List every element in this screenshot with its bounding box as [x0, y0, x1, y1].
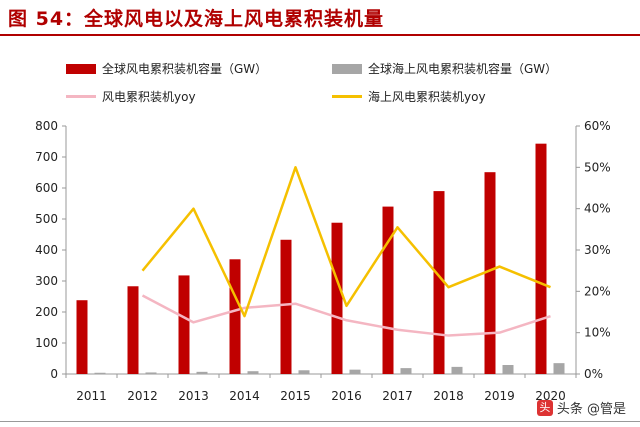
- bar-offshore-2013: [196, 371, 208, 374]
- x-tick-label: 2011: [76, 389, 107, 403]
- bar-total-2020: [535, 143, 547, 374]
- y-tick-label-left: 300: [35, 274, 58, 288]
- bar-offshore-2016: [349, 369, 361, 374]
- x-tick-label: 2019: [484, 389, 515, 403]
- legend-label-offshore-bar: 全球海上风电累积装机容量（GW）: [368, 62, 558, 76]
- watermark-badge: 头: [536, 399, 553, 416]
- y-tick-label-left: 500: [35, 212, 58, 226]
- y-tick-label-left: 0: [50, 367, 58, 381]
- y-tick-label-left: 700: [35, 150, 58, 164]
- watermark-text: 头条 @管是: [556, 402, 626, 417]
- legend-swatch-total-bar: [66, 63, 96, 74]
- y-tick-label-right: 30%: [584, 243, 611, 257]
- bar-total-2015: [280, 239, 292, 374]
- bar-total-2019: [484, 172, 496, 374]
- legend-label-total-bar: 全球风电累积装机容量（GW）: [102, 62, 268, 76]
- legend-item-offshore-yoy: 海上风电累积装机yoy: [332, 88, 486, 105]
- bar-total-2018: [433, 191, 445, 374]
- x-tick-label: 2018: [433, 389, 464, 403]
- bar-offshore-2014: [247, 371, 259, 374]
- y-tick-label-right: 50%: [584, 160, 611, 174]
- bar-offshore-2018: [451, 366, 463, 374]
- legend-swatch-offshore-yoy: [332, 95, 362, 98]
- x-tick-label: 2016: [331, 389, 362, 403]
- x-tick-label: 2014: [229, 389, 260, 403]
- bar-total-2017: [382, 206, 394, 374]
- y-tick-label-left: 600: [35, 181, 58, 195]
- y-tick-label-left: 100: [35, 336, 58, 350]
- x-tick-label: 2015: [280, 389, 311, 403]
- y-tick-label-right: 60%: [584, 119, 611, 133]
- figure-title-bar: 图 54：全球风电以及海上风电累积装机量: [0, 0, 640, 34]
- line-offshore-yoy: [141, 166, 551, 318]
- y-tick-label-left: 800: [35, 119, 58, 133]
- bar-offshore-2019: [502, 365, 514, 374]
- y-tick-label-left: 200: [35, 305, 58, 319]
- y-tick-label-right: 0%: [584, 367, 603, 381]
- footer-rule: [0, 421, 640, 422]
- legend-item-total-yoy: 风电累积装机yoy: [66, 88, 196, 105]
- y-tick-label-right: 40%: [584, 202, 611, 216]
- legend-item-offshore-bar: 全球海上风电累积装机容量（GW）: [332, 60, 557, 77]
- y-tick-label-right: 20%: [584, 284, 611, 298]
- y-tick-label-left: 400: [35, 243, 58, 257]
- title-underline: [0, 34, 640, 36]
- legend-swatch-total-yoy: [66, 95, 96, 98]
- legend-label-offshore-yoy: 海上风电累积装机yoy: [368, 90, 486, 104]
- bar-total-2013: [178, 275, 190, 374]
- legend-item-total-bar: 全球风电累积装机容量（GW）: [66, 60, 267, 77]
- bar-offshore-2020: [553, 363, 565, 374]
- bar-total-2012: [127, 286, 139, 374]
- bar-offshore-2017: [400, 368, 412, 374]
- legend-swatch-offshore-bar: [332, 63, 362, 74]
- chart-legend: 全球风电累积装机容量（GW） 全球海上风电累积装机容量（GW） 风电累积装机yo…: [0, 50, 640, 110]
- legend-label-total-yoy: 风电累积装机yoy: [102, 90, 196, 104]
- bar-offshore-2011: [94, 372, 106, 374]
- x-tick-label: 2013: [178, 389, 209, 403]
- x-tick-label: 2017: [382, 389, 413, 403]
- bar-offshore-2012: [145, 372, 157, 374]
- x-tick-label: 2012: [127, 389, 158, 403]
- line-total-yoy: [141, 294, 551, 337]
- bar-total-2014: [229, 259, 241, 374]
- watermark: 头 头条 @管是: [536, 398, 626, 417]
- bar-total-2011: [76, 300, 88, 374]
- bar-offshore-2015: [298, 370, 310, 374]
- bar-total-2016: [331, 222, 343, 374]
- y-tick-label-right: 10%: [584, 326, 611, 340]
- figure-title: 图 54：全球风电以及海上风电累积装机量: [8, 8, 385, 30]
